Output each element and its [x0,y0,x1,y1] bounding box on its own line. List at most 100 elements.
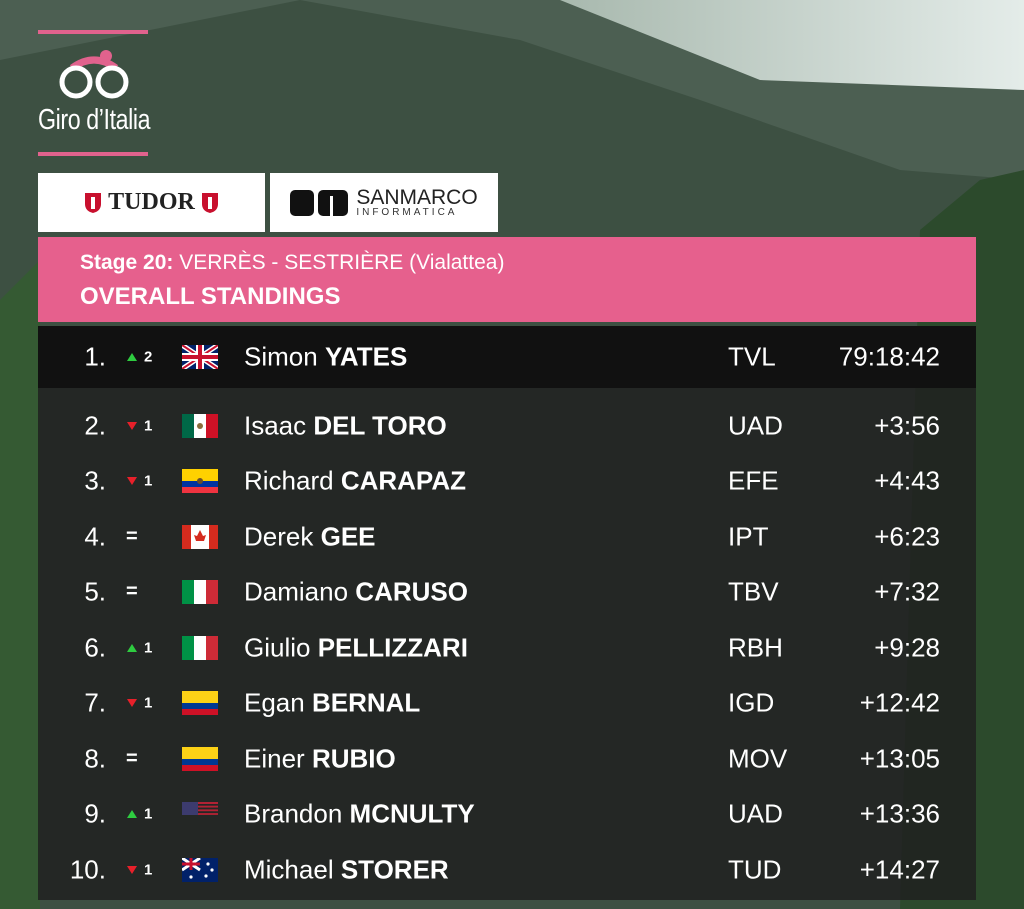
flag-part [182,802,198,815]
position-change: 1 [144,472,153,490]
last-name: PELLIZZARI [317,632,468,663]
standing-row: 10. 1 Michael STORER TUD +14:27 [38,840,976,900]
position-change: = [126,580,138,603]
rank: 3. [84,465,106,496]
change-arrow [127,422,137,430]
standings-table: 1. 2 Simon YATES TVL 79:18:42 2. 1 Isaac DEL TO… [38,326,976,900]
logo-icon [59,50,129,99]
flag-part [197,423,203,429]
standing-row: 7. 1 Egan BERNAL IGD +12:42 [38,673,976,733]
change-arrow [127,866,137,874]
first-name: Einer [244,743,305,774]
rank: 8. [84,743,106,774]
team: RBH [728,632,783,663]
flag-part [189,875,193,879]
flag [182,414,218,438]
flag [182,802,218,815]
team: UAD [728,798,783,829]
flag-part [206,862,210,866]
first-name: Giulio [244,632,311,663]
last-name: DEL TORO [313,410,447,441]
change-arrow [127,644,137,652]
flag-part [197,478,203,484]
time: +13:36 [859,798,940,829]
standings-title: OVERALL STANDINGS [80,283,341,310]
position-change: 1 [144,861,153,879]
flag [182,636,218,660]
flag-part [182,802,218,804]
standing-row: 3. 1 Richard CARAPAZ EFE +4:43 [38,451,976,511]
flag-part [182,805,218,808]
rider-name: Brandon MCNULTY [244,799,475,830]
position-change: 2 [144,348,153,366]
rider-name: Einer RUBIO [244,744,396,775]
team: IPT [728,521,769,552]
change-arrow [127,477,137,485]
flag [182,747,218,771]
position-change: = [126,525,138,548]
change-arrow [127,810,137,818]
flag-part [194,530,206,541]
last-name: BERNAL [311,687,421,718]
logo-bar [38,152,148,156]
first-name: Derek [244,521,314,552]
flag-part [182,345,218,369]
team: UAD [728,410,783,441]
logo-text: Giro d’Italia [38,104,151,136]
arrow-shape [127,644,137,652]
shield-icon [201,192,218,213]
first-name: Michael [244,854,334,885]
arrow-shape [127,699,137,707]
standing-row: 6. 1 Giulio PELLIZZARI RBH +9:28 [38,618,976,678]
flag-part [182,469,218,481]
logo-bar [38,30,148,34]
flag-part [210,868,214,872]
rider-name: Michael STORER [244,855,449,886]
arrow-shape [127,477,137,485]
shield-icon [85,192,102,213]
flag [182,525,218,549]
stage-route: VERRÈS - SESTRIÈRE (Vialattea) [179,251,505,274]
position-change: 1 [144,805,153,823]
last-name: YATES [324,341,408,372]
flag-part [204,874,208,878]
rider-name: Isaac DEL TORO [244,411,447,442]
first-name: Egan [244,687,305,718]
flag-part [209,525,218,549]
arrow-shape [127,422,137,430]
flag-part [182,747,218,759]
time: +12:42 [859,687,940,718]
flag-part [182,813,218,815]
time: 79:18:42 [838,341,940,372]
first-name: Simon [244,341,318,372]
change-arrow [127,353,137,361]
rank: 9. [84,798,106,829]
flag-part [182,414,194,438]
sponsor-name: TUDOR [108,189,195,215]
flag [182,345,218,369]
time: +9:28 [874,632,940,663]
rider-name: Damiano CARUSO [244,577,468,608]
header-banner: Stage 20: VERRÈS - SESTRIÈRE (Vialattea)… [38,237,976,322]
rider-name: Giulio PELLIZZARI [244,633,468,664]
standing-row: 2. 1 Isaac DEL TORO UAD +3:56 [38,396,976,456]
first-name: Brandon [244,798,343,829]
time: +7:32 [874,576,940,607]
time: +3:56 [874,410,940,441]
standing-row: 5. = Damiano CARUSO TBV +7:32 [38,562,976,622]
flag [182,858,218,882]
arrow-shape [127,810,137,818]
team: TUD [728,854,782,885]
last-name: STORER [340,854,449,885]
last-name: MCNULTY [349,798,475,829]
position-change: = [126,747,138,770]
flag-part [206,580,218,604]
flag-part [182,809,218,812]
standing-row: 1. 2 Simon YATES TVL 79:18:42 [38,326,976,388]
last-name: GEE [320,521,376,552]
rank: 6. [84,632,106,663]
standing-row: 8. = Einer RUBIO MOV +13:05 [38,729,976,789]
standing-row: 9. 1 Brandon MCNULTY UAD +13:36 [38,784,976,844]
flag-part [206,414,218,438]
flag [182,580,218,604]
